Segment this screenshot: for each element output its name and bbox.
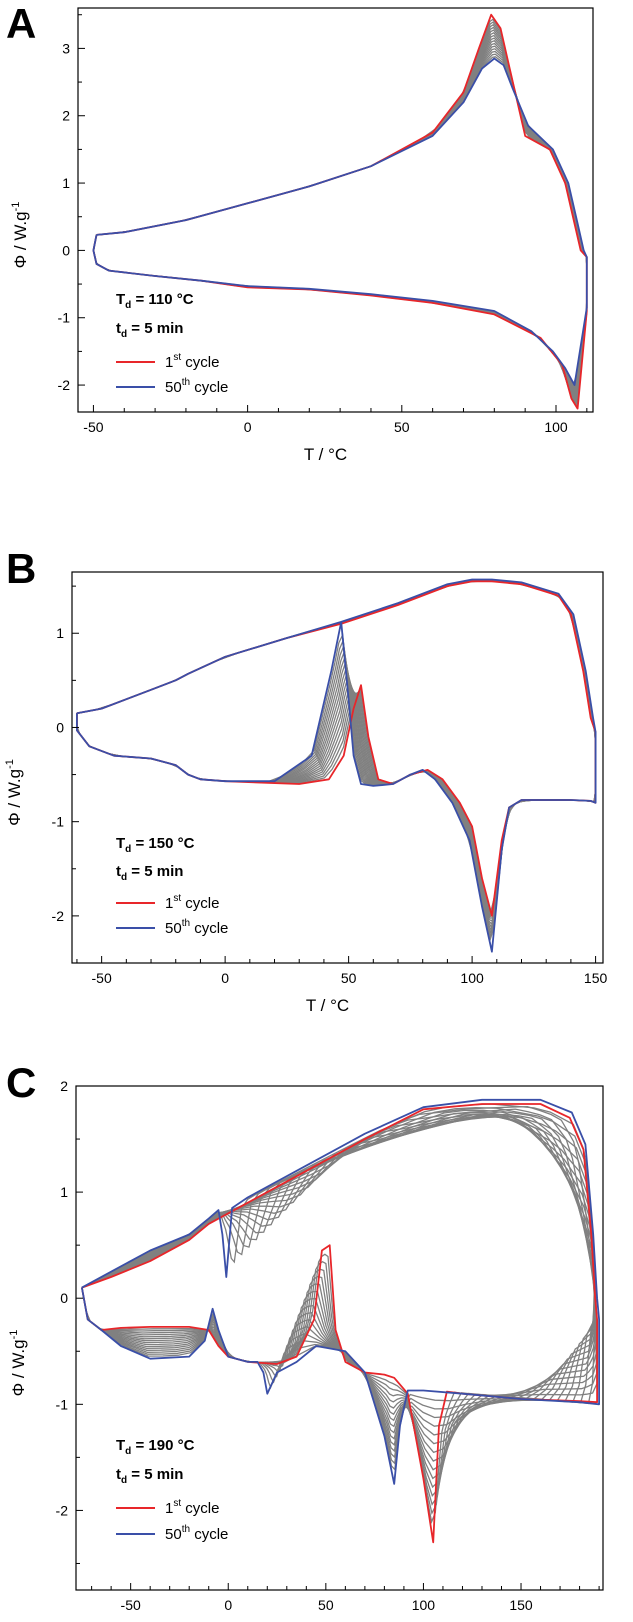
- x-tick-label-c: -50: [121, 1597, 141, 1613]
- plot-frame-b: [71, 571, 604, 964]
- plot-frame-a: [77, 7, 594, 413]
- y-tick-label-b: 0: [56, 719, 64, 735]
- y-tick-label-c: 2: [60, 1078, 68, 1094]
- intermediate-cycle-line-a: [93, 48, 588, 391]
- intermediate-cycle-line-c: [81, 1107, 596, 1465]
- panel-letter-a: A: [6, 0, 36, 47]
- legend-label-1st-a: 1st cycle: [165, 352, 219, 371]
- x-tick-label-a: 50: [394, 419, 410, 435]
- intermediate-cycle-line-b: [76, 579, 597, 939]
- series-line-50th-b: [76, 578, 597, 953]
- y-tick-label-b: 1: [56, 625, 64, 641]
- panel-letter-c: C: [6, 1059, 36, 1106]
- series-layer-a: [92, 13, 588, 410]
- plot-frame-c: [75, 1085, 604, 1591]
- series-layer-c: [81, 1098, 600, 1544]
- intermediate-cycle-line-a: [93, 40, 588, 396]
- intermediate-cycle-line-a: [93, 42, 588, 394]
- legend-label-50th-a: 50th cycle: [165, 377, 228, 396]
- panel-a: A -50 0 50 100 -2 -1 0 1 2 3 T / °C Φ / W.g-1 Td = …: [6, 0, 594, 464]
- y-tick-label-a: -1: [58, 310, 71, 326]
- x-tick-label-a: -50: [83, 419, 103, 435]
- x-tick-label-c: 150: [509, 1597, 533, 1613]
- y-tick-label-a: 2: [62, 108, 70, 124]
- td-value-b: 150 °C: [148, 835, 194, 852]
- y-tick-label-a: 1: [62, 175, 70, 191]
- y-axis-label-c: Φ / W.g-1: [8, 1330, 28, 1397]
- td-value-c: 190 °C: [148, 1437, 194, 1454]
- legend-a: Td = 110 °C td = 5 min 1st cycle 50th cy…: [116, 291, 228, 396]
- x-tick-label-b: 0: [221, 970, 229, 986]
- td-condition-b: Td = 150 °C: [116, 835, 195, 855]
- intermediate-cycle-line-a: [93, 18, 588, 408]
- x-tick-label-c: 50: [318, 1597, 334, 1613]
- y-tick-label-c: -1: [56, 1396, 69, 1412]
- series-layer-b: [76, 578, 597, 953]
- tdur-condition-a: td = 5 min: [116, 320, 183, 340]
- tdur-value-b: 5 min: [144, 863, 183, 880]
- y-tick-label-a: 3: [62, 40, 70, 56]
- tdur-condition-c: td = 5 min: [116, 1466, 183, 1486]
- series-line-1st-a: [92, 13, 588, 410]
- y-tick-label-c: -2: [56, 1502, 69, 1518]
- intermediate-cycle-line-c: [81, 1115, 597, 1489]
- y-tick-label-a: 0: [62, 242, 70, 258]
- y-axis-label-a: Φ / W.g-1: [10, 202, 30, 269]
- axes-b: -50 0 50 100 150 -2 -1 0 1 T / °C Φ / W.g-1: [4, 571, 608, 1015]
- intermediate-cycle-line-a: [93, 37, 588, 397]
- legend-b: Td = 150 °C td = 5 min 1st cycle 50th cy…: [116, 835, 228, 937]
- intermediate-cycle-line-c: [81, 1109, 595, 1459]
- intermediate-cycles-a: [93, 18, 588, 408]
- x-axis-label-b: T / °C: [306, 996, 349, 1015]
- legend-label-1st-c: 1st cycle: [165, 1498, 219, 1517]
- legend-label-50th-c: 50th cycle: [165, 1524, 228, 1543]
- intermediate-cycle-line-a: [93, 45, 588, 393]
- td-value-a: 110 °C: [148, 291, 193, 308]
- series-line-50th-c: [81, 1098, 600, 1485]
- series-line-1st-c: [81, 1103, 598, 1544]
- intermediate-cycle-line-a: [93, 50, 588, 390]
- x-tick-label-b: 150: [584, 970, 608, 986]
- legend-c: Td = 190 °C td = 5 min 1st cycle 50th cy…: [116, 1437, 228, 1543]
- y-tick-label-c: 1: [60, 1184, 68, 1200]
- legend-label-50th-b: 50th cycle: [165, 918, 228, 937]
- td-condition-a: Td = 110 °C: [116, 291, 194, 311]
- x-tick-label-b: 100: [460, 970, 484, 986]
- x-tick-label-c: 0: [224, 1597, 232, 1613]
- tdur-value-a: 5 min: [144, 320, 183, 337]
- intermediate-cycle-line-c: [81, 1116, 597, 1480]
- x-tick-label-c: 100: [412, 1597, 436, 1613]
- y-tick-label-c: 0: [60, 1290, 68, 1306]
- x-tick-label-b: -50: [92, 970, 112, 986]
- y-tick-label-b: -1: [52, 814, 65, 830]
- y-tick-label-b: -2: [52, 908, 65, 924]
- intermediate-cycle-line-c: [81, 1115, 597, 1471]
- y-tick-label-a: -2: [58, 377, 71, 393]
- legend-label-1st-b: 1st cycle: [165, 893, 219, 912]
- y-axis-label-b: Φ / W.g-1: [4, 759, 24, 826]
- x-axis-label-a: T / °C: [304, 445, 347, 464]
- axes-a: -50 0 50 100 -2 -1 0 1 2 3 T / °C Φ / W.g-1: [10, 7, 594, 464]
- intermediate-cycles-c: [81, 1103, 598, 1525]
- panel-b: B -50 0 50 100 150 -2 -1 0 1 T / °C Φ / W.g-1 Td =…: [4, 545, 607, 1015]
- intermediate-cycle-line-c: [81, 1114, 596, 1454]
- x-tick-label-b: 50: [341, 970, 357, 986]
- td-condition-c: Td = 190 °C: [116, 1437, 195, 1457]
- panel-letter-b: B: [6, 545, 36, 592]
- x-tick-label-a: 0: [244, 419, 252, 435]
- series-line-50th-a: [92, 57, 588, 386]
- tdur-condition-b: td = 5 min: [116, 863, 183, 883]
- x-tick-label-a: 100: [544, 419, 568, 435]
- tdur-value-c: 5 min: [144, 1466, 183, 1483]
- intermediate-cycle-line-c: [81, 1115, 596, 1462]
- intermediate-cycle-line-c: [81, 1105, 598, 1525]
